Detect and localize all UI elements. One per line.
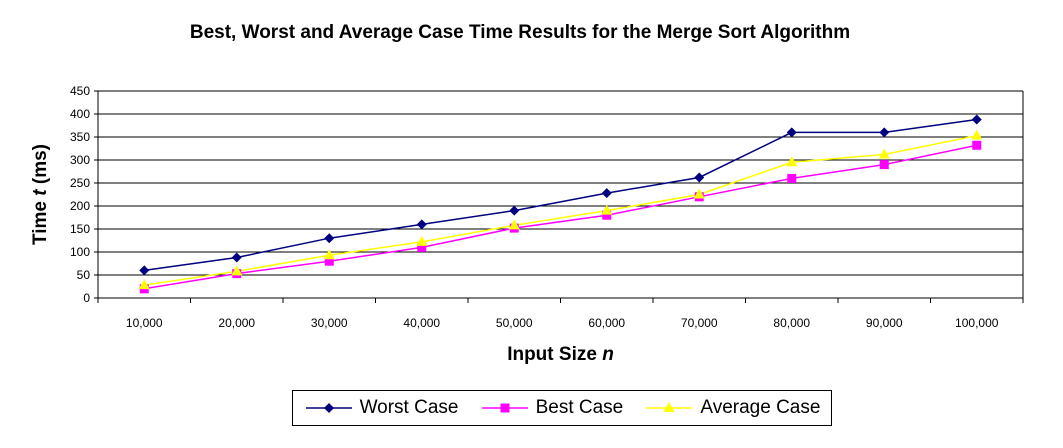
best-case-point xyxy=(879,160,889,170)
y-axis-label: Time t (ms) xyxy=(30,144,51,245)
worst-case-point xyxy=(694,172,705,183)
best-case-point xyxy=(417,242,427,252)
worst-case-point xyxy=(879,127,890,138)
legend-label: Average Case xyxy=(700,397,821,418)
worst-case-point xyxy=(416,219,427,230)
average-case-point xyxy=(971,129,983,140)
worst-case-line xyxy=(144,118,977,272)
average-case-point xyxy=(323,249,335,260)
x-tick-label: 20,000 xyxy=(218,316,255,330)
x-tick-label: 10,000 xyxy=(126,316,163,330)
worst-case-point xyxy=(231,252,242,263)
worst-case-point xyxy=(324,233,335,244)
y-tick-label: 50 xyxy=(77,268,91,282)
x-tick-label: 70,000 xyxy=(681,316,718,330)
x-tick-label: 100,000 xyxy=(955,316,999,330)
worst-case-point xyxy=(971,114,982,125)
y-tick-label: 150 xyxy=(70,222,90,236)
best-case-point xyxy=(972,140,982,150)
x-axis-label: Input Size n xyxy=(507,344,614,365)
x-tick-label: 50,000 xyxy=(496,316,533,330)
y-tick-label: 400 xyxy=(70,107,90,121)
worst-case-point xyxy=(601,188,612,199)
y-tick-label: 300 xyxy=(70,153,90,167)
average-case-point xyxy=(416,235,428,246)
x-tick-label: 40,000 xyxy=(403,316,440,330)
chart-legend: Worst Case Best Case Average Case xyxy=(292,390,832,426)
worst-case-point xyxy=(509,205,520,216)
average-case-point xyxy=(878,148,890,159)
average-case-point xyxy=(693,188,705,199)
legend-swatch-worst-case xyxy=(305,403,352,413)
average-case-point xyxy=(138,279,150,290)
legend-label: Best Case xyxy=(535,397,624,418)
average-case-point xyxy=(601,204,613,215)
x-tick-label: 60,000 xyxy=(588,316,625,330)
x-tick-label: 80,000 xyxy=(773,316,810,330)
x-tick-label: 90,000 xyxy=(866,316,903,330)
average-case-point xyxy=(231,265,243,276)
worst-case-point xyxy=(139,265,150,276)
average-case-point xyxy=(786,156,798,167)
legend-label: Worst Case xyxy=(359,397,459,418)
y-tick-label: 450 xyxy=(70,84,90,98)
y-tick-label: 100 xyxy=(70,245,90,259)
best-case-point xyxy=(324,256,334,266)
best-case-point xyxy=(787,173,797,183)
x-tick-label: 30,000 xyxy=(311,316,348,330)
average-case-line xyxy=(144,134,977,286)
legend-item-best-case: Best Case xyxy=(480,397,624,419)
best-case-point xyxy=(602,210,612,220)
legend-swatch-average-case xyxy=(646,402,693,412)
worst-case-point xyxy=(786,127,797,138)
chart-title: Best, Worst and Average Case Time Result… xyxy=(189,22,851,43)
y-tick-label: 250 xyxy=(70,176,90,190)
legend-swatch-best-case xyxy=(481,403,528,413)
legend-item-worst-case: Worst Case xyxy=(304,397,459,419)
y-tick-label: 0 xyxy=(83,291,90,305)
legend-item-average-case: Average Case xyxy=(644,397,820,419)
y-tick-label: 200 xyxy=(70,199,90,213)
average-case-point xyxy=(508,219,520,230)
best-case-line xyxy=(144,144,977,290)
y-tick-label: 350 xyxy=(70,130,90,144)
